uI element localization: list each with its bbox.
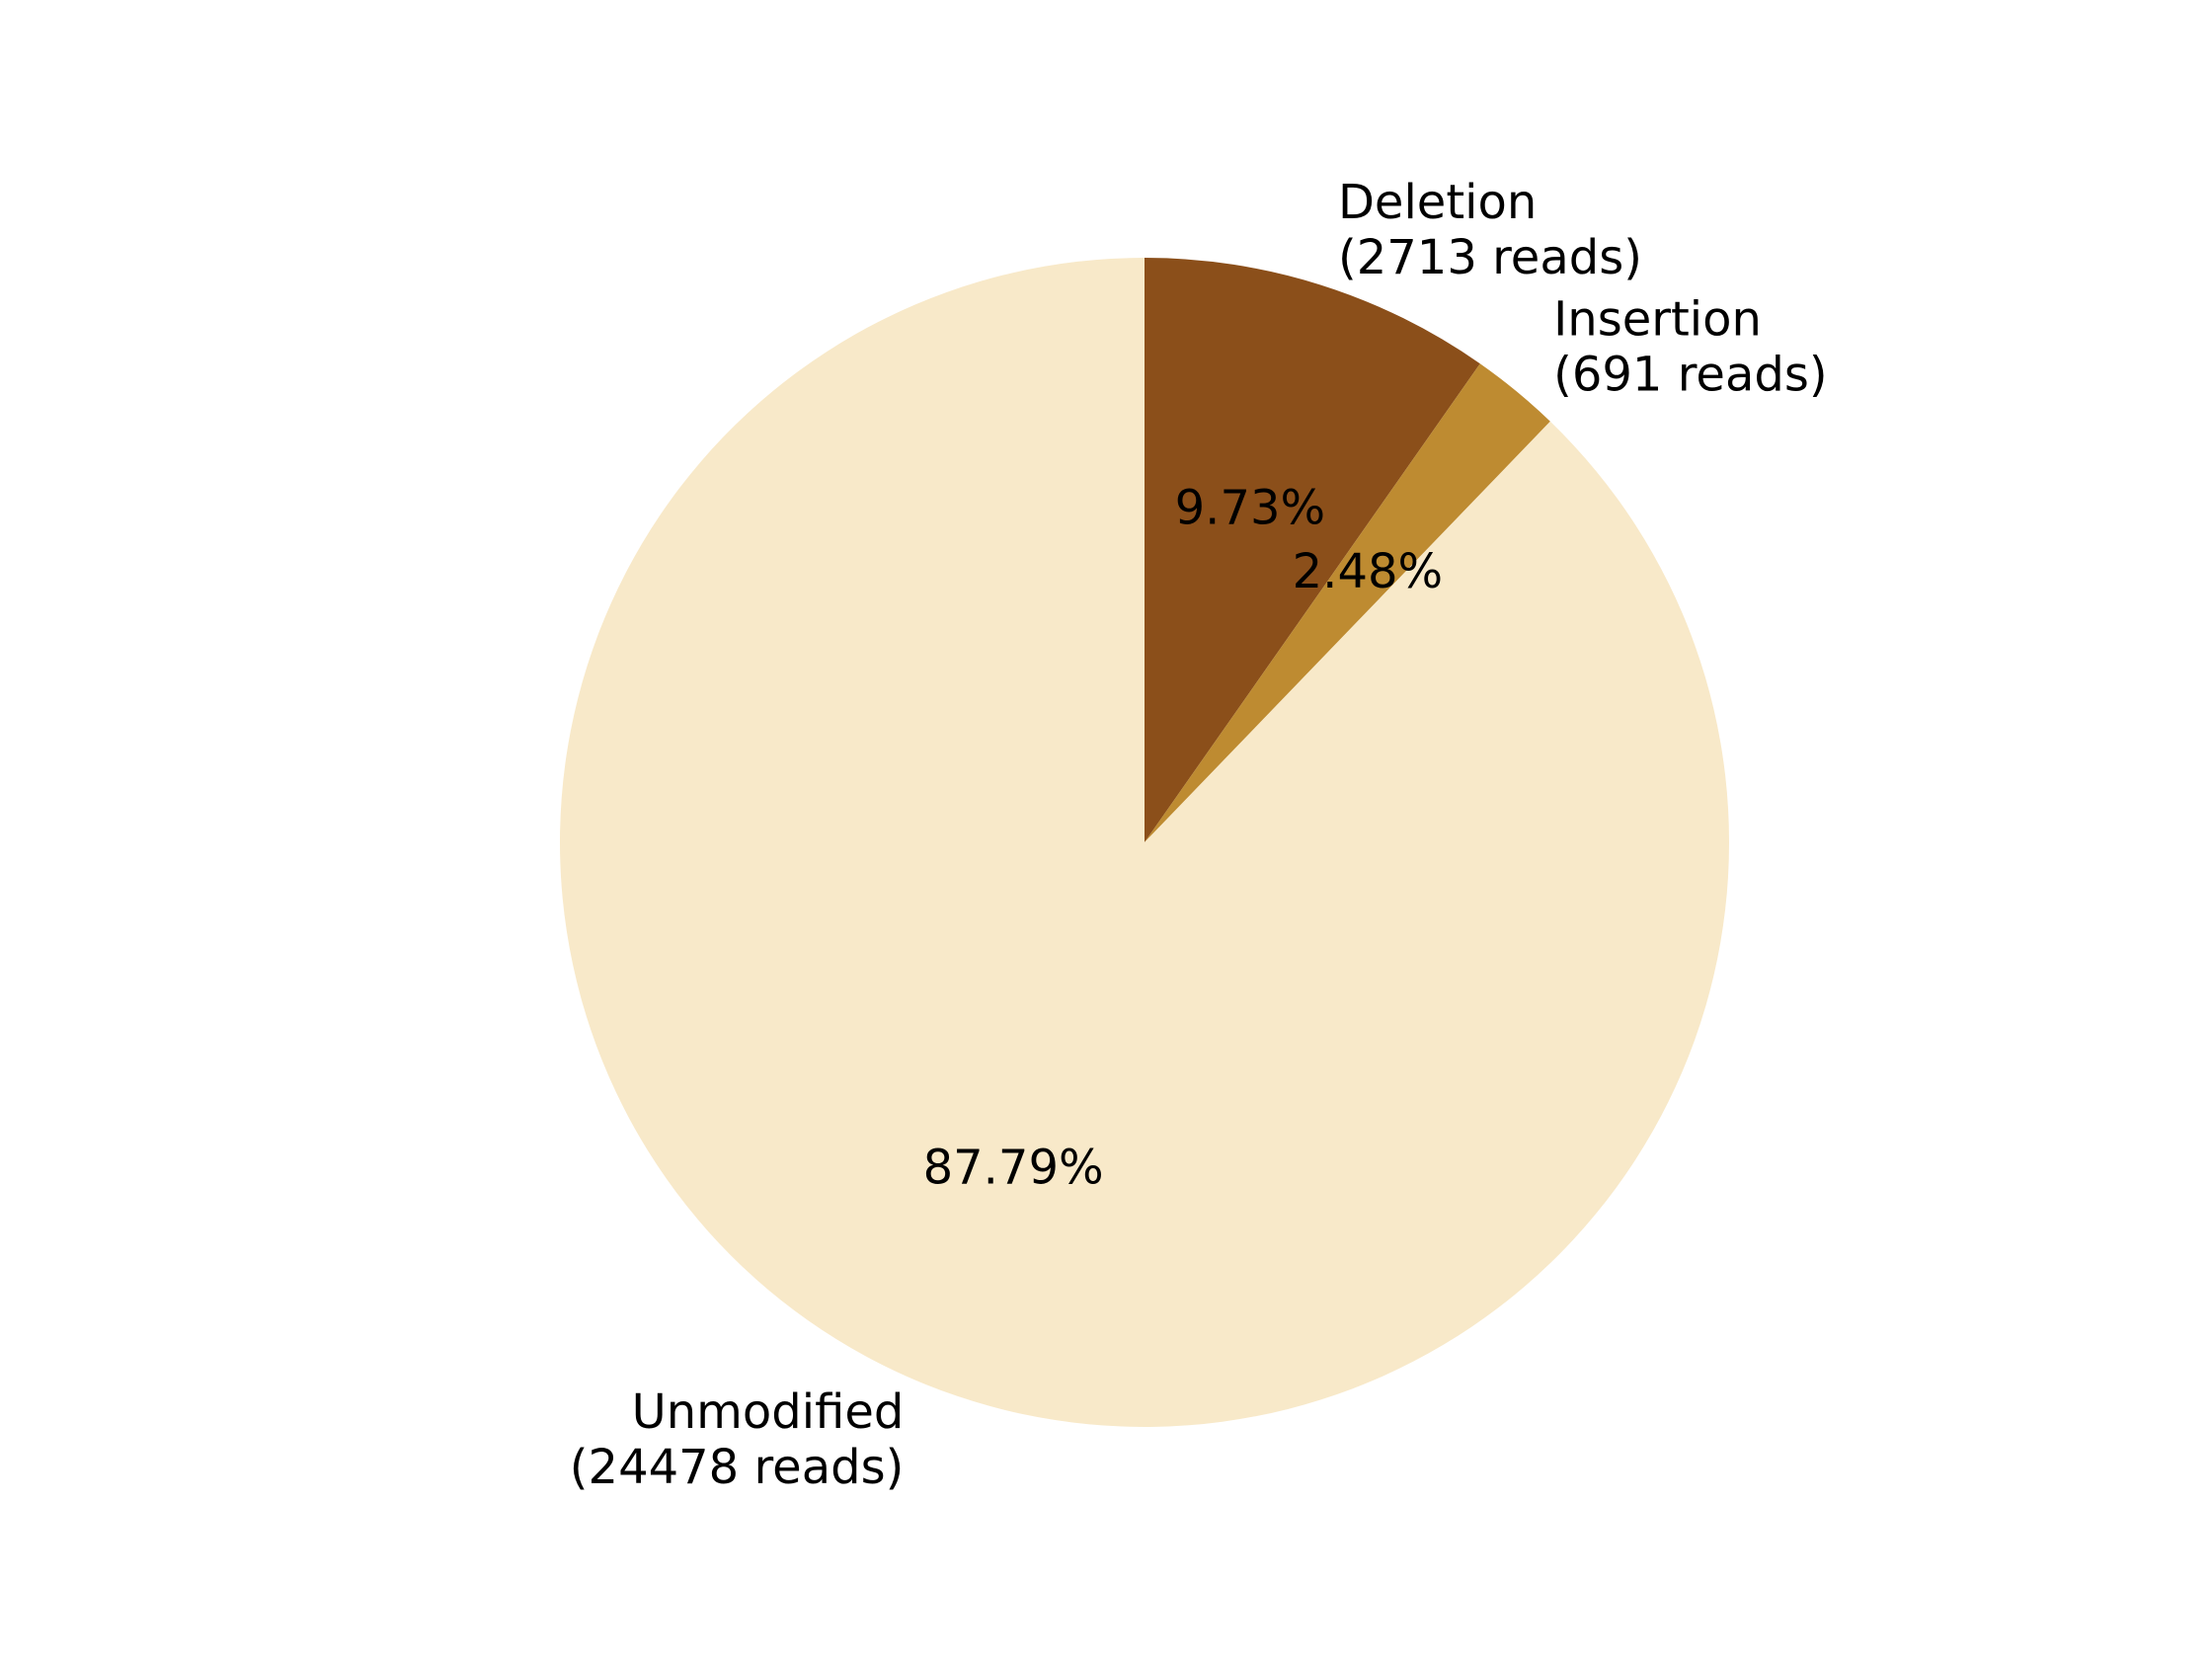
slice-label-unmodified: Unmodified (24478 reads): [570, 1384, 905, 1495]
slice-name-insertion: Insertion: [1553, 291, 1762, 347]
slice-count-deletion: (2713 reads): [1338, 230, 1642, 285]
slice-name-unmodified: Unmodified: [632, 1384, 905, 1440]
slice-count-insertion: (691 reads): [1553, 347, 1827, 402]
percent-label-insertion: 2.48%: [1293, 544, 1443, 599]
percent-labels: 9.73% 2.48% 87.79%: [923, 480, 1444, 1195]
percent-label-unmodified: 87.79%: [923, 1140, 1104, 1195]
percent-label-deletion: 9.73%: [1175, 480, 1325, 535]
pie-slice-unmodified: [560, 258, 1730, 1427]
pie-slice-deletion: [1145, 258, 1480, 842]
slice-count-unmodified: (24478 reads): [570, 1440, 905, 1495]
slice-label-deletion: Deletion (2713 reads): [1338, 175, 1642, 285]
pie-slice-insertion: [1145, 363, 1550, 842]
pie-slices: [560, 258, 1730, 1427]
slice-labels: Deletion (2713 reads)Insertion (691 reads)…: [570, 175, 1828, 1495]
slice-name-deletion: Deletion: [1338, 175, 1537, 230]
slice-label-insertion: Insertion (691 reads): [1553, 291, 1827, 402]
